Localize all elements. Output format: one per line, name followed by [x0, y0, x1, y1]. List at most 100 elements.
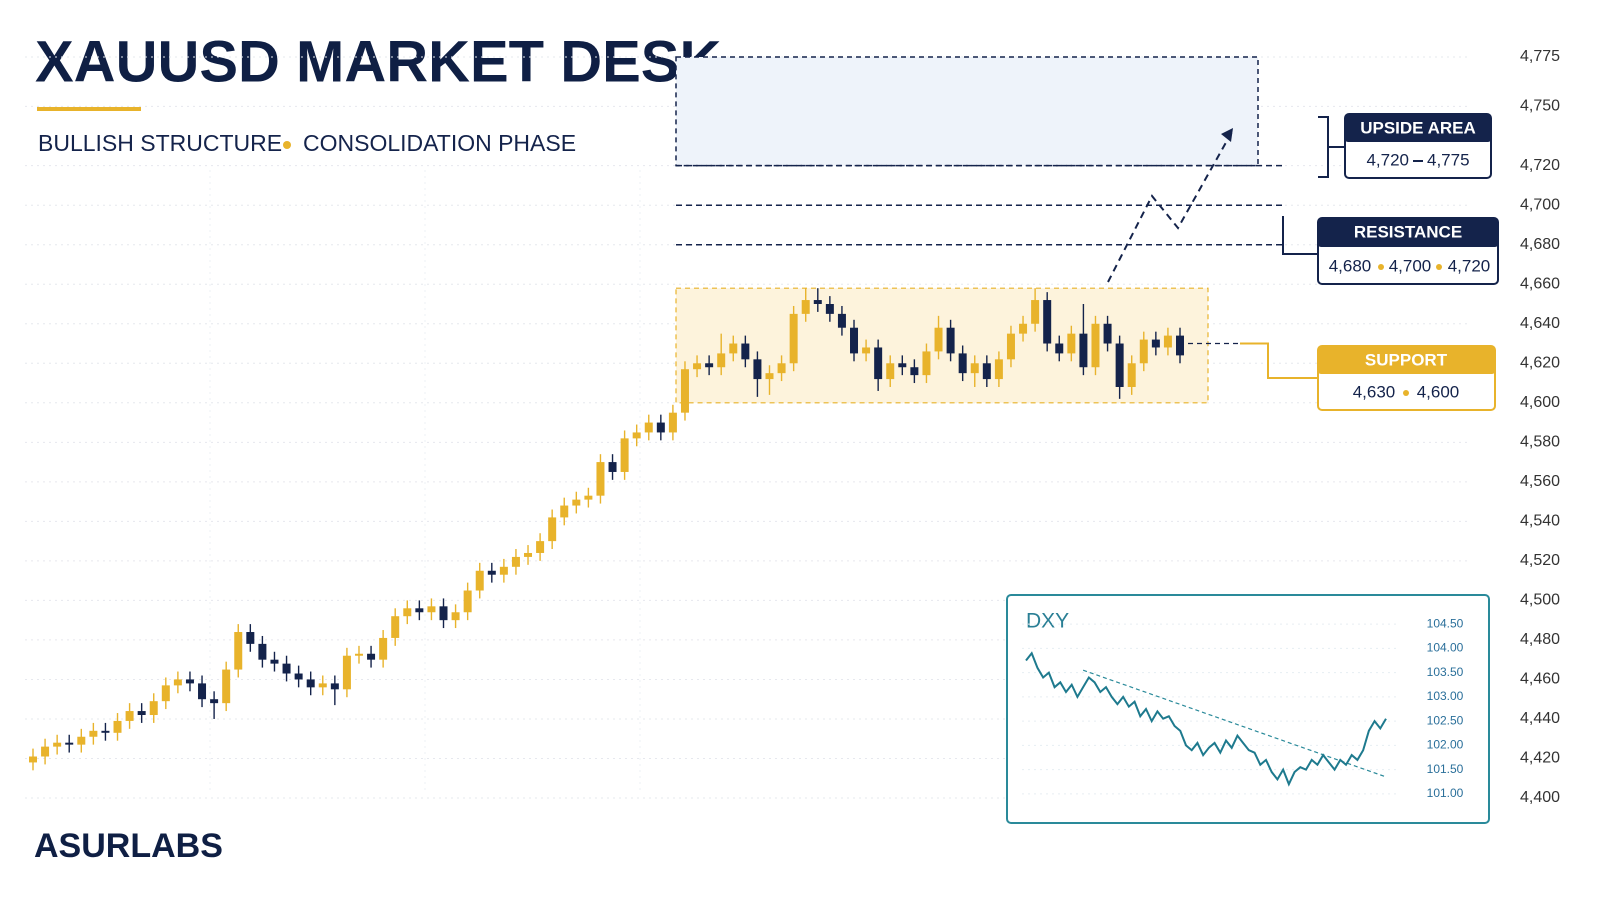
arrow-head: [1221, 128, 1233, 142]
candle-body: [656, 422, 665, 433]
candle-body: [862, 347, 871, 354]
candle-body: [837, 313, 846, 328]
separator-dot: [1378, 264, 1384, 270]
y-tick-label: 4,460: [1520, 671, 1560, 688]
y-tick-label: 103.00: [1427, 689, 1464, 703]
candle-body: [850, 327, 859, 354]
upside-value: 4,775: [1427, 150, 1470, 169]
candle-body: [898, 363, 907, 368]
support-label: SUPPORT: [1365, 350, 1448, 369]
y-tick-label: 104.00: [1427, 641, 1464, 655]
y-tick-label: 4,600: [1520, 394, 1560, 411]
candle-body: [330, 683, 339, 690]
candle-body: [1067, 333, 1076, 354]
title: XAUUSD MARKET DESK: [35, 29, 721, 94]
candle-body: [1055, 343, 1064, 354]
candle-body: [596, 462, 605, 496]
connector: [1240, 342, 1318, 379]
y-tick-label: 4,560: [1520, 473, 1560, 490]
candle-body: [801, 300, 810, 314]
title-underline: [37, 107, 141, 111]
candle-body: [1151, 339, 1160, 348]
candle-body: [789, 313, 798, 364]
resistance-label: RESISTANCE: [1354, 222, 1462, 241]
candle-body: [1043, 300, 1052, 344]
inset-title: DXY: [1026, 610, 1069, 633]
candle-body: [680, 369, 689, 413]
candle-body: [1127, 363, 1136, 387]
candle-body: [1176, 335, 1184, 356]
upside-label: UPSIDE AREA: [1360, 118, 1476, 137]
candle-body: [777, 363, 786, 374]
candle-body: [367, 653, 376, 660]
resistance-value: 4,720: [1448, 256, 1491, 275]
candle-body: [1091, 323, 1100, 368]
y-tick-label: 4,640: [1520, 315, 1560, 332]
candle-body: [137, 711, 146, 716]
candle-body: [294, 673, 303, 680]
candle-body: [813, 300, 822, 304]
y-tick-label: 101.50: [1427, 762, 1464, 776]
candle-body: [354, 653, 363, 656]
candle-body: [536, 541, 545, 553]
candle-body: [173, 679, 182, 686]
candle-body: [560, 505, 569, 518]
y-tick-label: 4,620: [1520, 354, 1560, 371]
y-tick-label: 4,750: [1520, 98, 1560, 115]
resistance-value: 4,700: [1389, 256, 1432, 275]
candle-body: [499, 566, 508, 575]
candle-body: [910, 367, 919, 376]
support-value: 4,600: [1417, 382, 1460, 401]
candle-body: [994, 359, 1003, 380]
candle-body: [113, 720, 122, 733]
candle-body: [89, 730, 98, 737]
y-tick-label: 4,700: [1520, 196, 1560, 213]
candle-body: [161, 685, 170, 702]
candle-body: [246, 632, 255, 644]
separator-dot: [283, 141, 291, 149]
candle-body: [65, 742, 74, 745]
candle-body: [946, 327, 955, 354]
candle-body: [451, 612, 460, 621]
candle-body: [741, 343, 750, 360]
dxy-line: [1025, 651, 1387, 787]
candle-body: [258, 643, 267, 660]
candle-body: [644, 422, 653, 433]
connector: [1282, 216, 1318, 255]
candle-body: [1115, 343, 1124, 387]
candle-body: [572, 499, 581, 506]
candle-body: [886, 363, 895, 380]
y-tick-label: 102.00: [1427, 738, 1464, 752]
candle-body: [1163, 335, 1172, 348]
support-value: 4,630: [1353, 382, 1396, 401]
candle-body: [53, 742, 62, 747]
y-tick-label: 4,540: [1520, 513, 1560, 530]
candle-body: [705, 363, 714, 368]
y-tick-label: 103.50: [1427, 665, 1464, 679]
candle-body: [306, 679, 315, 688]
candle-body: [934, 327, 943, 352]
candle-body: [584, 495, 593, 500]
candle-body: [270, 659, 279, 664]
candle-body: [149, 701, 158, 716]
candle-body: [475, 570, 484, 591]
candle-body: [318, 683, 327, 688]
support-box-head: [1318, 346, 1495, 374]
candle-body: [185, 679, 194, 684]
dxy-chart: 101.00 101.50 102.00 102.50 103.00 103.50 104.…: [1022, 616, 1464, 800]
candle-body: [41, 746, 50, 757]
candle-body: [463, 590, 472, 613]
candle-body: [717, 353, 726, 368]
candle-body: [729, 343, 738, 354]
candle-body: [958, 353, 967, 374]
y-tick-label: 4,400: [1520, 789, 1560, 806]
candle-body: [1031, 300, 1040, 324]
separator-dot: [1436, 264, 1442, 270]
candle-body: [753, 359, 762, 380]
subtitle: BULLISH STRUCTURE: [38, 130, 282, 156]
resistance-box-head: [1318, 218, 1498, 247]
candle-body: [548, 517, 557, 542]
candle-body: [1079, 333, 1088, 368]
subtitle: CONSOLIDATION PHASE: [303, 130, 576, 156]
